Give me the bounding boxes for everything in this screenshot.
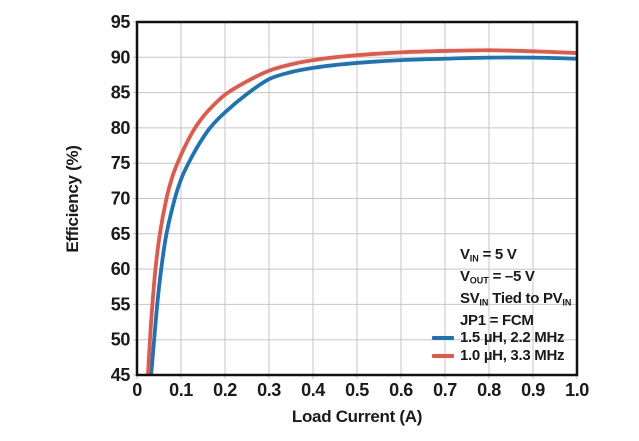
y-axis-title: Efficiency (%) <box>63 145 82 252</box>
x-tick-label: 0.8 <box>477 380 501 400</box>
plot-border <box>135 20 579 377</box>
series-line-red <box>146 48 577 375</box>
chart-legend: VIN = 5 V VOUT = –5 V SVIN Tied to PVIN JP1… <box>432 246 571 364</box>
y-tick-label: 75 <box>111 153 131 173</box>
legend-condition-line: VIN = 5 V <box>460 246 517 264</box>
x-tick-label: 0.6 <box>389 380 413 400</box>
x-tick-label: 0.9 <box>521 380 545 400</box>
legend-line-swatch <box>432 335 454 340</box>
y-tick-label: 85 <box>111 83 131 103</box>
legend-entry: 1.0 µH, 3.3 MHz <box>432 347 571 365</box>
series-line-blue <box>149 55 577 375</box>
legend-line-swatch <box>432 353 454 358</box>
x-tick-label: 0.7 <box>433 380 457 400</box>
tick-labels: 0 0.1 0.2 0.3 0.4 0.5 0.6 0.7 0.8 0.9 1.0 45 50 55 60 6… <box>111 12 590 400</box>
series-curves <box>146 48 577 375</box>
y-tick-label: 90 <box>111 47 131 67</box>
legend-entry-label: 1.0 µH, 3.3 MHz <box>460 346 565 364</box>
y-tick-label: 55 <box>111 294 131 314</box>
legend-condition-line: VOUT = –5 V <box>460 267 535 286</box>
x-tick-label: 0.5 <box>345 380 369 400</box>
x-tick-label: 0 <box>132 380 142 400</box>
y-tick-label: 80 <box>111 118 131 138</box>
y-tick-label: 60 <box>111 259 131 279</box>
y-tick-label: 45 <box>111 365 131 385</box>
legend-entry: 1.5 µH, 2.2 MHz <box>432 329 571 347</box>
y-tick-label: 70 <box>111 189 131 209</box>
y-tick-label: 65 <box>111 224 131 244</box>
y-tick-label: 95 <box>111 12 131 32</box>
legend-condition-line: JP1 = FCM <box>460 311 534 329</box>
y-tick-label: 50 <box>111 330 131 350</box>
legend-entry-label: 1.5 µH, 2.2 MHz <box>460 329 565 347</box>
x-tick-label: 1.0 <box>565 380 589 400</box>
x-tick-label: 0.1 <box>169 380 193 400</box>
x-tick-label: 0.2 <box>213 380 237 400</box>
x-axis-title: Load Current (A) <box>292 407 422 426</box>
x-tick-label: 0.3 <box>257 380 281 400</box>
legend-condition-line: SVIN Tied to PVIN <box>460 289 572 307</box>
x-tick-label: 0.4 <box>301 380 325 400</box>
